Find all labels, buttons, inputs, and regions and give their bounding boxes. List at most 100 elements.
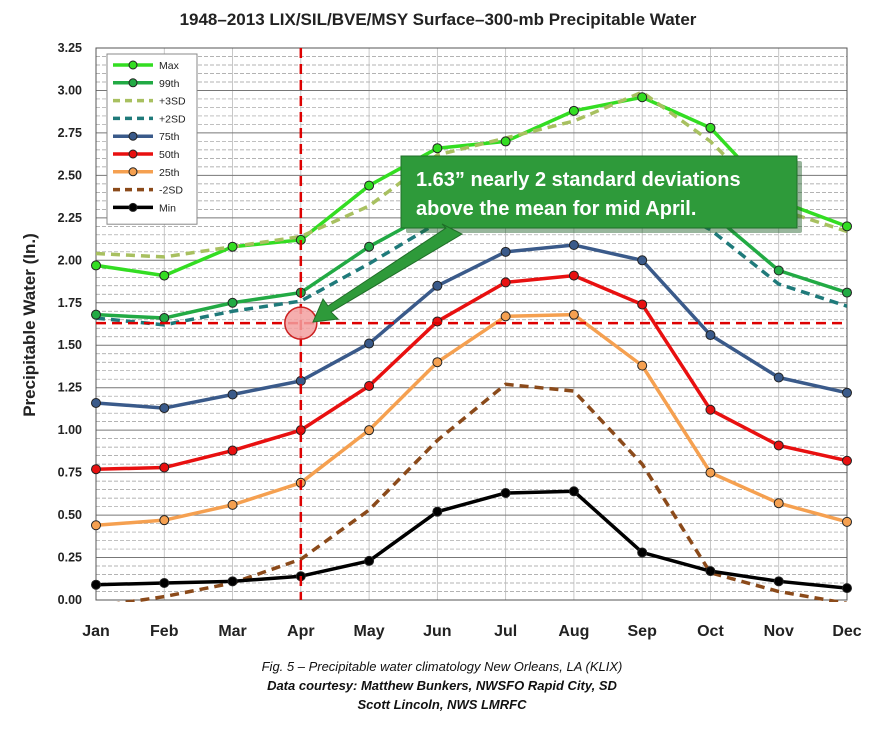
series-line-50th: [96, 273, 847, 471]
legend-label: -2SD: [159, 185, 183, 197]
legend-marker: [128, 131, 138, 141]
y-tick-label: 1.25: [58, 381, 82, 395]
data-point-max: [842, 221, 852, 232]
data-point-99th: [159, 313, 170, 324]
data-point-min: [91, 579, 101, 590]
y-tick-label: 0.25: [58, 551, 82, 565]
callout-text-line1: 1.63” nearly 2 standard deviations: [416, 169, 741, 191]
data-point-min: [432, 506, 443, 517]
data-point-min: [773, 576, 784, 587]
plot-area: 0.00 0.25 0.50 0.75 1.00 1.25 1.50 1.75 2.00 2.25…: [58, 41, 862, 640]
data-point-min: [227, 576, 238, 587]
x-tick-label: Feb: [150, 623, 179, 640]
callout: 1.63” nearly 2 standard deviations above …: [312, 155, 802, 323]
data-point-50th: [159, 462, 170, 473]
x-tick-label: Apr: [287, 623, 315, 640]
y-tick-label: 1.50: [58, 338, 82, 352]
chart: 1948–2013 LIX/SIL/BVE/MSY Surface–300-mb…: [20, 10, 862, 640]
data-point-50th: [364, 380, 375, 391]
y-tick-label: 1.00: [58, 423, 82, 437]
data-point-max: [568, 105, 579, 116]
data-point-50th: [91, 464, 101, 475]
data-point-75th: [500, 246, 511, 257]
data-point-50th: [705, 404, 716, 415]
x-tick-label: May: [354, 623, 385, 640]
x-tick-label: Nov: [764, 623, 794, 640]
data-point-75th: [568, 240, 579, 251]
y-tick-label: 3.25: [58, 41, 82, 55]
data-point-75th: [773, 372, 784, 383]
data-point-25th: [842, 516, 852, 527]
data-point-99th: [91, 309, 101, 320]
data-point-50th: [227, 445, 238, 456]
y-tick-label: 2.75: [58, 126, 82, 140]
callout-arrow: [312, 223, 464, 323]
data-credit-2: Scott Lincoln, NWS LMRFC: [357, 697, 527, 712]
callout-box: [400, 155, 798, 229]
x-tick-label: Jan: [82, 623, 110, 640]
y-axis-label: Precipitable Water (In.): [20, 233, 39, 417]
x-tick-label: Oct: [697, 623, 724, 640]
data-point-max: [500, 136, 511, 147]
x-tick-label: Jun: [423, 623, 451, 640]
data-point-50th: [842, 455, 852, 466]
data-point-50th: [773, 440, 784, 451]
series-line-25th: [96, 312, 847, 528]
series-line-3sd: [96, 90, 847, 259]
callout-text-line2: above the mean for mid April.: [416, 198, 696, 220]
y-tick-label: 0.75: [58, 466, 82, 480]
data-point-25th: [568, 309, 579, 320]
data-point-max: [91, 260, 101, 271]
data-point-min: [705, 566, 716, 577]
legend-label: 75th: [159, 131, 180, 143]
data-point-50th: [432, 316, 443, 327]
y-tick-label: 2.00: [58, 253, 82, 267]
data-point-75th: [159, 403, 170, 414]
x-tick-label: Jul: [494, 623, 517, 640]
data-point-75th: [842, 387, 852, 398]
figure-caption: Fig. 5 – Precipitable water climatology …: [261, 659, 623, 674]
data-point-75th: [705, 330, 716, 341]
data-point-25th: [159, 515, 170, 526]
data-point-max: [432, 143, 443, 154]
data-point-min: [568, 486, 579, 497]
data-point-25th: [227, 499, 238, 510]
legend-label: Min: [159, 202, 176, 214]
y-tick-label: 2.50: [58, 168, 82, 182]
y-tick-label: 0.50: [58, 508, 82, 522]
data-point-max: [159, 270, 170, 281]
data-point-min: [842, 583, 852, 594]
data-point-min: [364, 555, 375, 566]
series-line-max: [96, 95, 847, 278]
series-line-2sd: [116, 382, 847, 602]
legend: Max 99th +3SD +2SD 75th 50th 25th -2SD Min: [106, 53, 198, 225]
data-point-25th: [705, 467, 716, 478]
data-point-75th: [227, 389, 238, 400]
legend-label: 25th: [159, 167, 180, 179]
legend-marker: [128, 60, 138, 70]
data-point-min: [500, 487, 511, 498]
highlight-marker: [284, 306, 318, 340]
x-tick-label: Dec: [832, 623, 861, 640]
legend-box: [106, 53, 198, 225]
data-point-25th: [773, 498, 784, 509]
data-point-25th: [500, 311, 511, 322]
legend-label: +3SD: [159, 96, 186, 108]
x-tick-label: Aug: [558, 623, 589, 640]
legend-label: +2SD: [159, 113, 186, 125]
data-point-99th: [842, 287, 852, 298]
legend-marker: [128, 149, 138, 159]
data-point-max: [705, 122, 716, 133]
data-point-25th: [364, 425, 375, 436]
data-point-99th: [227, 297, 238, 308]
legend-label: 99th: [159, 78, 180, 90]
data-point-99th: [773, 265, 784, 276]
y-tick-label: 0.00: [58, 593, 82, 607]
series-line-75th: [96, 243, 847, 410]
y-tick-label: 2.25: [58, 211, 82, 225]
data-point-75th: [637, 255, 648, 266]
data-credit: Data courtesy: Matthew Bunkers, NWSFO Ra…: [267, 678, 617, 693]
data-point-50th: [637, 299, 648, 310]
legend-marker: [128, 167, 138, 177]
legend-label: 50th: [159, 149, 180, 161]
